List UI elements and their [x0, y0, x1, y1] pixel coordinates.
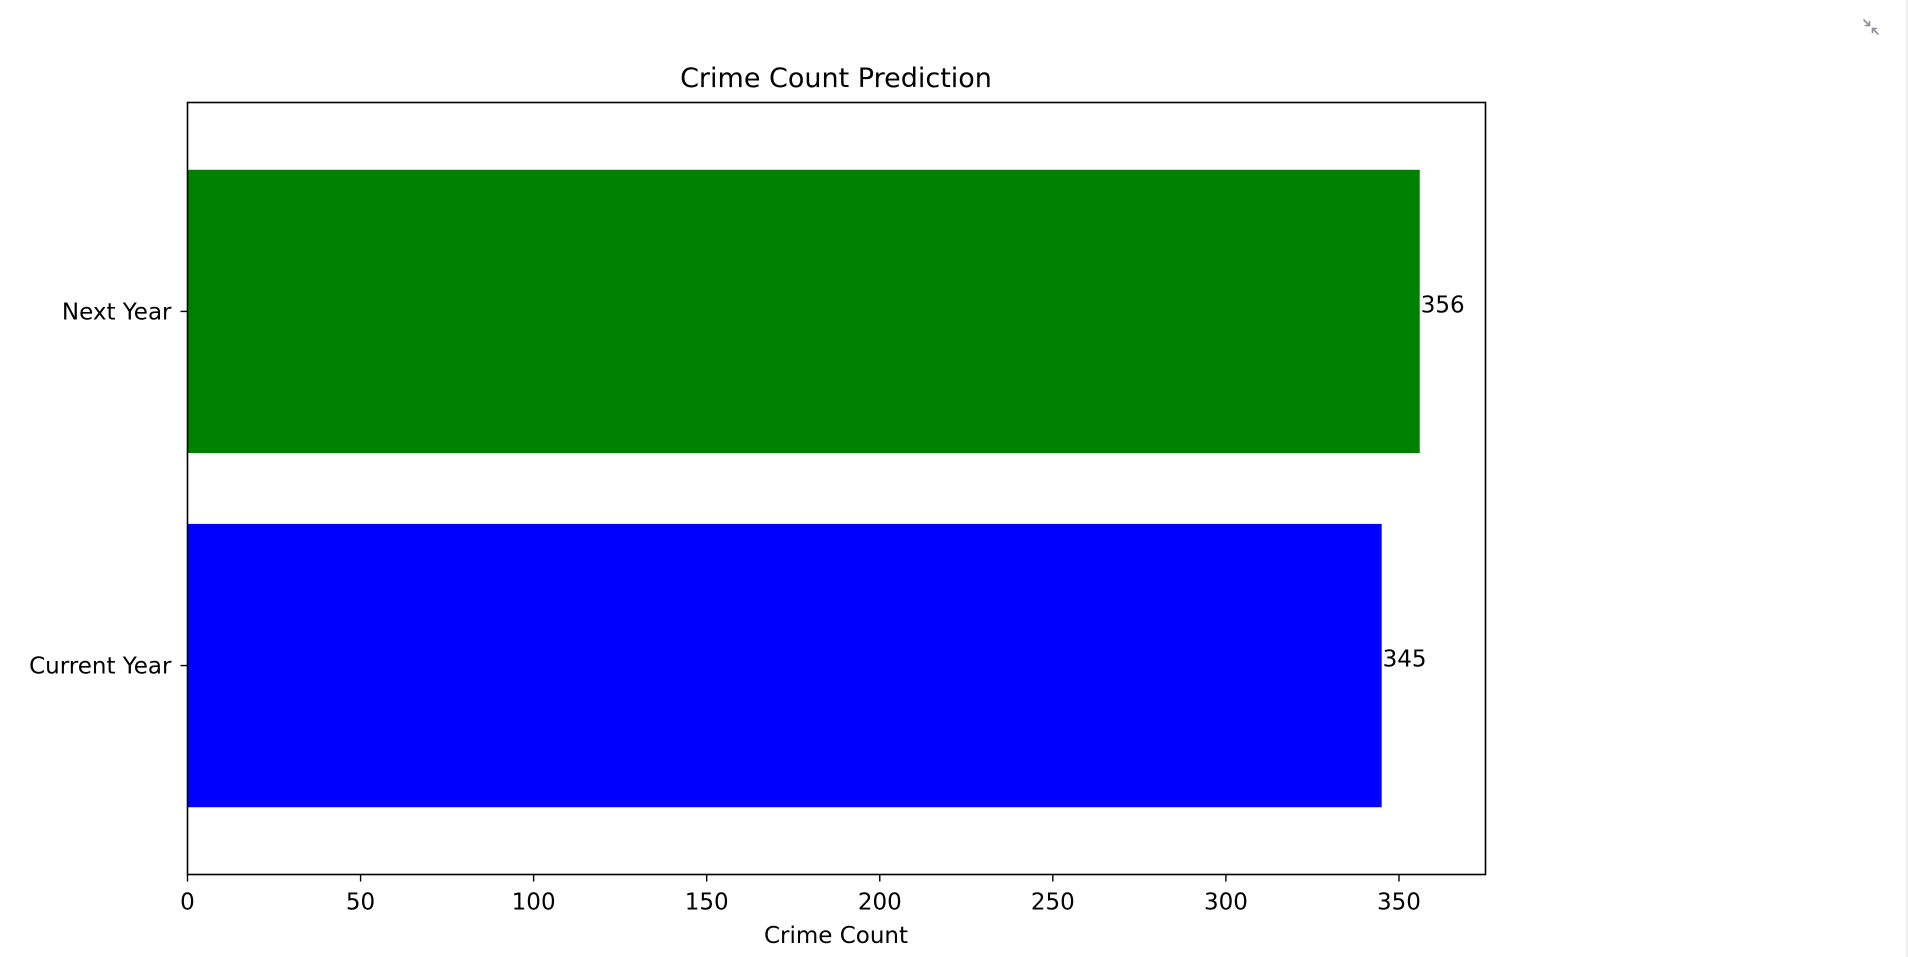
- x-tick-label: 200: [858, 890, 902, 916]
- bars-layer: [187, 169, 1420, 808]
- bar-next-year: [187, 169, 1420, 454]
- x-tick-label: 300: [1204, 890, 1248, 916]
- x-tick-label: 250: [1031, 890, 1075, 916]
- crime-count-chart: Crime Count Prediction 345 356 0 50 100 150 2…: [29, 63, 1487, 949]
- x-tick-label: 0: [180, 890, 195, 916]
- collapse-arrows-icon: [1863, 19, 1879, 35]
- collapse-button[interactable]: [1860, 16, 1882, 38]
- chart-title: Crime Count Prediction: [680, 63, 992, 94]
- x-axis-label: Crime Count: [764, 923, 908, 949]
- x-tick-label: 50: [346, 890, 375, 916]
- value-label-next-year: 356: [1421, 292, 1465, 318]
- y-tick-label: Next Year: [62, 299, 172, 325]
- x-axis-ticks: 0 50 100 150 200 250 300 350: [180, 874, 1421, 916]
- x-tick-label: 100: [512, 890, 556, 916]
- bar-current-year: [187, 523, 1382, 808]
- x-tick-label: 150: [685, 890, 729, 916]
- y-axis-ticks: Current Year Next Year: [29, 299, 188, 680]
- y-tick-label: Current Year: [29, 654, 172, 680]
- plot-frame: [186, 101, 1487, 876]
- value-label-current-year: 345: [1383, 647, 1427, 673]
- x-tick-label: 350: [1377, 890, 1421, 916]
- value-labels-layer: 345 356: [1383, 292, 1465, 672]
